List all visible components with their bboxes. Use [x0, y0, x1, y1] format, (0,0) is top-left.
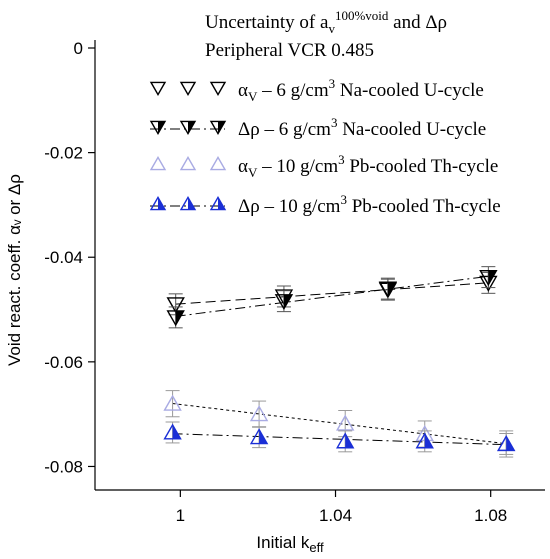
legend-label-3: Δρ – 10 g/cm3 Pb-cooled Th-cycle	[238, 192, 501, 217]
legend-marker-1-1	[179, 120, 197, 136]
data-point-s3-3	[415, 430, 434, 453]
marker-s1-1	[274, 294, 294, 311]
chart-subtitle: Peripheral VCR 0.485	[205, 40, 374, 61]
marker-s3-4	[497, 434, 516, 452]
marker-s0-0	[166, 297, 185, 314]
data-point-s2-0	[163, 390, 182, 418]
marker-s2-2	[336, 414, 355, 431]
legend-marker-2-2	[209, 155, 227, 171]
marker-s1-3	[479, 270, 498, 287]
data-point-s1-0	[166, 306, 185, 329]
data-point-s3-2	[336, 430, 355, 453]
chart-title: Uncertainty of av100%void and Δρ	[205, 8, 447, 36]
x-axis-label: Initial keff	[256, 533, 324, 555]
y-tick-label: -0.02	[44, 144, 83, 163]
trend-line-2	[172, 403, 507, 445]
legend-marker-2-1	[179, 155, 197, 171]
y-tick-label: 0	[74, 39, 83, 58]
legend-entries: αV – 6 g/cm3 Na-cooled U-cycle Δρ – 6 g/c…	[149, 76, 501, 217]
legend-label-1: Δρ – 6 g/cm3 Na-cooled U-cycle	[238, 115, 486, 140]
marker-s2-1	[249, 405, 269, 422]
data-point-s1-3	[479, 266, 498, 289]
marker-s2-0	[163, 394, 182, 411]
legend-marker-3-0	[149, 195, 167, 211]
legend-item-0: αV – 6 g/cm3 Na-cooled U-cycle	[149, 76, 484, 104]
y-tick-label: -0.06	[44, 353, 83, 372]
y-tick-label: -0.04	[44, 248, 83, 267]
trend-line-1	[175, 275, 489, 317]
data-point-s1-1	[274, 290, 294, 313]
trend-line-3	[172, 433, 507, 446]
x-tick-label: 1.08	[474, 506, 507, 525]
x-tick-label: 1	[176, 506, 185, 525]
axes: 0 -0.02 -0.04 -0.06 -0.08 1 1.04 1.08	[44, 39, 545, 525]
data-points	[163, 266, 516, 458]
legend-marker-3-2	[209, 195, 227, 211]
marker-s1-0	[166, 310, 185, 327]
data-point-s3-0	[163, 421, 182, 444]
legend-marker-0-2	[209, 81, 227, 97]
legend-item-1: Δρ – 6 g/cm3 Na-cooled U-cycle	[149, 115, 486, 140]
trend-line-0	[175, 282, 489, 305]
legend: Uncertainty of av100%void and Δρ Periphe…	[149, 8, 501, 217]
marker-s1-2	[378, 281, 398, 298]
legend-label-2: αV – 10 g/cm3 Pb-cooled Th-cycle	[238, 152, 498, 180]
marker-s3-0	[163, 423, 182, 440]
data-point-s3-4	[497, 433, 516, 455]
legend-marker-1-0	[149, 120, 167, 136]
y-tick-label: -0.08	[44, 457, 83, 476]
legend-marker-0-0	[149, 81, 167, 97]
marker-s3-1	[249, 428, 269, 445]
marker-s3-3	[415, 432, 434, 449]
data-point-s3-1	[249, 426, 269, 449]
legend-marker-2-0	[149, 155, 167, 171]
legend-item-3: Δρ – 10 g/cm3 Pb-cooled Th-cycle	[149, 192, 501, 217]
trend-lines	[172, 275, 507, 446]
legend-label-0: αV – 6 g/cm3 Na-cooled U-cycle	[238, 76, 484, 104]
legend-marker-3-1	[179, 195, 197, 211]
y-axis-label: Void react. coeff. αᵥ or Δρ	[5, 174, 24, 366]
x-tick-label: 1.04	[319, 506, 352, 525]
legend-marker-0-1	[179, 81, 197, 97]
marker-s3-2	[336, 432, 355, 449]
data-point-s1-2	[378, 277, 398, 300]
legend-item-2: αV – 10 g/cm3 Pb-cooled Th-cycle	[149, 152, 498, 180]
legend-marker-1-2	[209, 120, 227, 136]
